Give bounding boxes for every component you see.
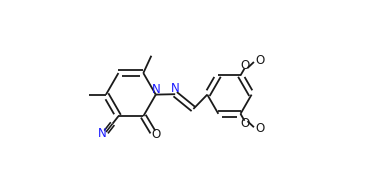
Text: O: O [240,117,250,130]
Text: N: N [171,82,180,95]
Text: O: O [255,122,265,135]
Text: O: O [255,54,265,68]
Text: N: N [152,83,160,96]
Text: O: O [240,59,250,72]
Text: N: N [98,127,107,140]
Text: O: O [152,128,161,141]
